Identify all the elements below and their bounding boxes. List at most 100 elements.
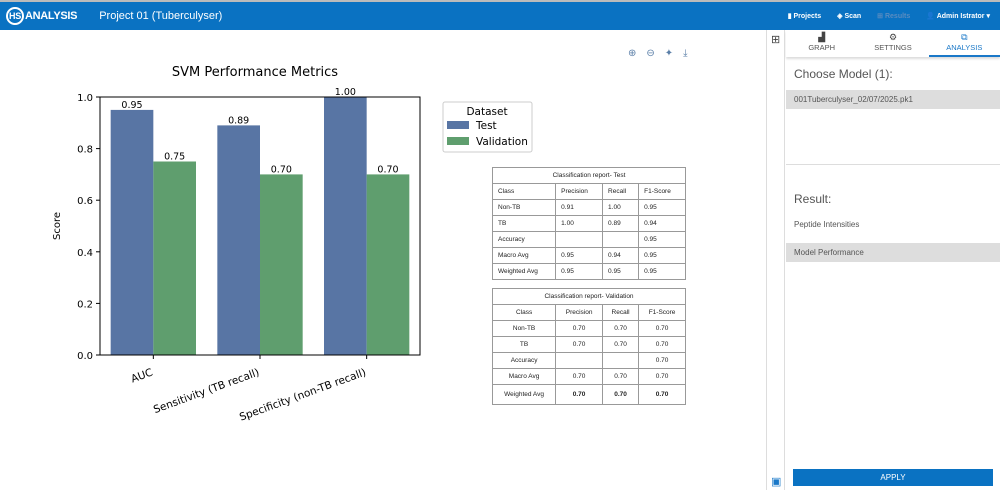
chart-title: SVM Performance Metrics <box>172 65 338 80</box>
tab-analysis[interactable]: ⧉ ANALYSIS <box>928 30 1000 57</box>
graph-icon: ▟ <box>818 32 826 42</box>
x-tick-label: Sensitivity (TB recall) <box>152 367 261 416</box>
zoom-in-icon[interactable]: ⊕ <box>628 48 637 59</box>
table-cell: 0.70 <box>638 336 686 353</box>
table-row: TB 1.00 0.89 0.94 <box>491 215 686 232</box>
table-icon[interactable]: ⊞ <box>771 34 781 46</box>
divider <box>786 164 1000 165</box>
table-cell: 1.00 <box>555 215 604 232</box>
data-label: 1.00 <box>335 87 356 98</box>
legend-label: Validation <box>476 136 528 148</box>
y-tick-label: 0.2 <box>77 299 93 310</box>
table-row: Accuracy 0.95 <box>491 231 686 248</box>
gear-icon: ⚙ <box>888 32 898 42</box>
legend-swatch <box>447 121 469 129</box>
table-cell: Accuracy <box>491 231 557 248</box>
right-panel: ▟ GRAPH ⚙ SETTINGS ⧉ ANALYSIS Choose Model … <box>786 30 1000 490</box>
table-caption: Classification report- Test <box>492 167 686 184</box>
validation-report-table: Classification report- Validation Class Pr… <box>491 288 686 405</box>
result-model-performance[interactable]: Model Performance <box>786 243 1000 262</box>
choose-model-heading: Choose Model (1): <box>794 67 893 81</box>
bar-chart: SVM Performance Metrics Score 0.0 0.2 0.4 0.6… <box>52 65 533 424</box>
user-menu[interactable]: 👤 Admin Istrator ▾ <box>926 13 990 20</box>
table-cell: 0.70 <box>602 368 640 385</box>
table-cell: 0.95 <box>638 199 686 216</box>
table-cell: Class <box>491 183 557 200</box>
project-title: Project 01 (Tuberculyser) <box>99 10 223 22</box>
model-item[interactable]: 001Tuberculyser_02/07/2025.pk1 <box>786 90 1000 109</box>
table-cell: F1-Score <box>638 183 686 200</box>
bar-test <box>324 97 367 355</box>
table-cell: Macro Avg <box>491 247 557 264</box>
table-cell: 0.70 <box>638 384 686 405</box>
table-row: Weighted Avg 0.70 0.70 0.70 <box>491 384 686 405</box>
table-cell: Recall <box>602 183 640 200</box>
y-axis-label: Score <box>52 212 63 240</box>
bar-test <box>110 109 154 356</box>
y-tick-label: 0.0 <box>77 351 93 362</box>
table-cell <box>602 231 640 248</box>
table-cell: Class <box>491 304 557 321</box>
table-cell: 0.91 <box>555 199 604 216</box>
bar-test <box>217 125 260 355</box>
bar-validation <box>366 174 410 355</box>
tab-graph[interactable]: ▟ GRAPH <box>786 30 857 57</box>
y-tick-label: 0.6 <box>77 196 93 207</box>
table-cell: 0.70 <box>638 368 686 385</box>
plot-frame <box>99 96 421 356</box>
table-cell: Non-TB <box>491 199 557 216</box>
nav-scan[interactable]: ◈ Scan <box>837 13 862 20</box>
table-cell: 0.95 <box>555 263 604 280</box>
bar-validation <box>153 161 196 355</box>
table-cell: Precision <box>555 304 604 321</box>
table-cell: 0.70 <box>638 320 686 337</box>
table-cell: Weighted Avg <box>491 263 557 280</box>
table-cell: 0.70 <box>602 320 640 337</box>
chart-area: ⊕ ⊖ ✦ ⤓ <box>0 30 766 490</box>
result-heading: Result: <box>794 192 832 206</box>
table-cell: Macro Avg <box>491 368 557 385</box>
table-row: Macro Avg 0.70 0.70 0.70 <box>491 368 686 385</box>
test-report-table: Classification report- Test Class Precisio… <box>491 167 686 280</box>
logo: HS ANALYSIS <box>6 7 78 25</box>
data-label: 0.70 <box>377 164 398 175</box>
side-toolbar: ⊞ ▣ <box>766 30 785 490</box>
table-row: TB 0.70 0.70 0.70 <box>491 336 686 353</box>
table-cell: TB <box>491 215 557 232</box>
x-tick-label: AUC <box>129 367 154 386</box>
table-cell <box>602 352 640 369</box>
table-cell: 0.95 <box>638 263 686 280</box>
table-cell: 0.95 <box>555 247 604 264</box>
table-cell: 0.70 <box>602 384 640 405</box>
table-cell: Weighted Avg <box>491 384 557 405</box>
table-cell: 0.94 <box>638 215 686 232</box>
pin-icon[interactable]: ✦ <box>664 48 674 59</box>
data-label: 0.75 <box>164 152 185 163</box>
table-cell: 0.94 <box>602 247 640 264</box>
tab-settings[interactable]: ⚙ SETTINGS <box>857 30 928 57</box>
table-row: Class Precision Recall F1-Score <box>491 304 686 321</box>
y-tick-label: 0.4 <box>77 248 93 259</box>
table-row: Accuracy 0.70 <box>491 352 686 369</box>
table-cell: 0.70 <box>555 368 604 385</box>
table-row: Class Precision Recall F1-Score <box>491 183 686 200</box>
y-tick-label: 1.0 <box>77 93 93 104</box>
table-cell: TB <box>491 336 557 353</box>
data-label: 0.70 <box>271 164 292 175</box>
data-label: 0.89 <box>228 115 249 126</box>
table-cell: 0.70 <box>555 320 604 337</box>
zoom-out-icon[interactable]: ⊖ <box>646 48 655 59</box>
nav-projects[interactable]: ▮ Projects <box>787 13 822 20</box>
table-row: Weighted Avg 0.95 0.95 0.95 <box>491 263 686 280</box>
download-icon[interactable]: ⤓ <box>683 48 688 59</box>
table-cell: 0.70 <box>602 336 640 353</box>
save-icon[interactable]: ▣ <box>771 476 782 488</box>
apply-button[interactable]: APPLY <box>793 469 993 486</box>
result-peptide-intensities[interactable]: Peptide Intensities <box>794 220 860 229</box>
nav-results[interactable]: ⊞ Results <box>877 13 911 20</box>
table-row: Non-TB 0.91 1.00 0.95 <box>491 199 686 216</box>
table-cell <box>555 231 604 248</box>
table-cell: 1.00 <box>602 199 640 216</box>
table-cell: 0.70 <box>638 352 686 369</box>
table-cell: F1-Score <box>638 304 686 321</box>
